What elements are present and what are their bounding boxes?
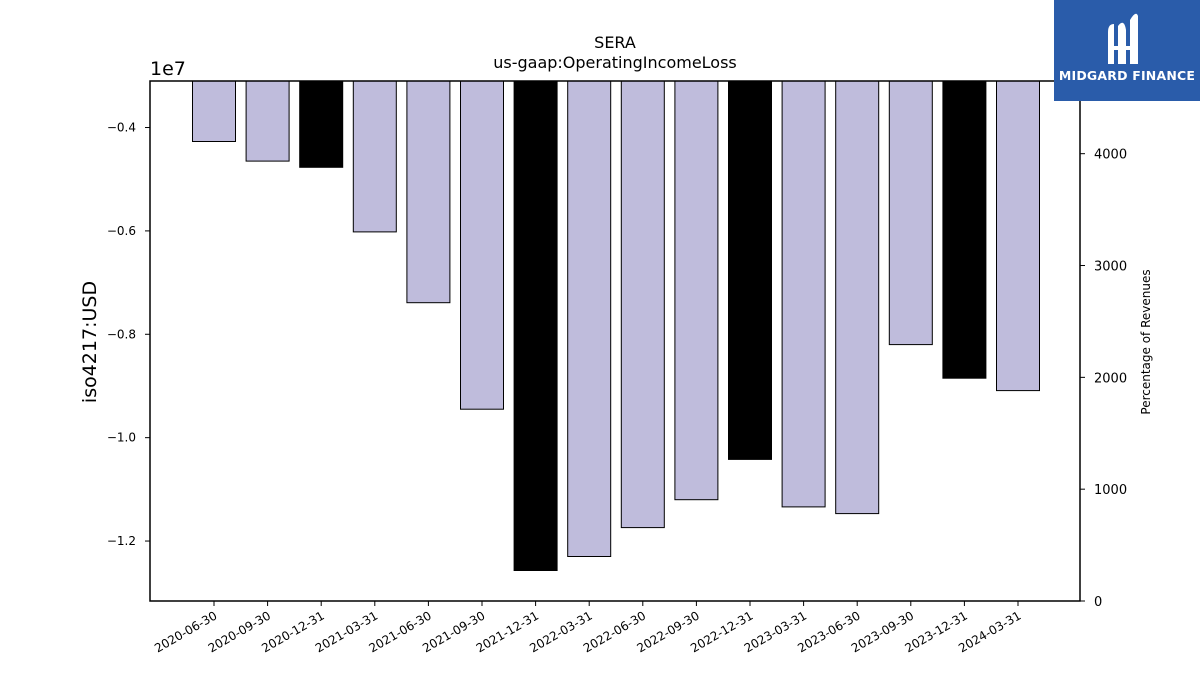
bar-2020-12-31	[299, 80, 344, 168]
y2-tick-label: 3000	[1094, 260, 1127, 275]
bar-2023-09-30	[888, 80, 933, 346]
y2-tick-label: 0	[1094, 595, 1102, 610]
plot-frame	[149, 80, 1081, 602]
bar-2021-12-31	[513, 80, 558, 571]
bar-2022-03-31	[567, 80, 612, 557]
bar-2020-09-30	[245, 80, 290, 162]
bar-2020-06-30	[192, 80, 236, 142]
y-tick-label: −0.4	[107, 121, 136, 135]
bar-2023-06-30	[835, 80, 880, 515]
y2-tick-label: 4000	[1094, 148, 1127, 163]
y2-tick-label: 1000	[1094, 483, 1127, 498]
bar-2022-12-31	[728, 80, 772, 460]
y2-tick-label: 2000	[1094, 371, 1127, 386]
midgard-logo-icon	[1108, 13, 1138, 64]
brand-logo: MIDGARD FINANCE	[1054, 0, 1200, 101]
x-ticks-group: 2020-06-302020-09-302020-12-312021-03-31…	[152, 601, 1024, 655]
y-tick-label: −0.8	[107, 327, 136, 341]
bar-2024-03-31	[996, 80, 1040, 392]
bar-2023-03-31	[781, 80, 826, 508]
chart-subtitle: us-gaap:OperatingIncomeLoss	[493, 53, 737, 72]
y-tick-label: −0.6	[107, 224, 136, 238]
bar-2023-12-31	[942, 80, 987, 379]
y-ticks-group: −0.4 −0.6 −0.8 −1.0 −1.2	[107, 121, 150, 548]
bar-2021-09-30	[460, 80, 504, 410]
bar-2022-06-30	[620, 80, 665, 529]
y-tick-label: −1.2	[107, 534, 136, 548]
chart-title: SERA	[594, 33, 636, 52]
bar-2021-06-30	[406, 80, 451, 304]
y-axis-label: iso4217:USD	[79, 281, 101, 403]
y2-axis-label: Percentage of Revenues	[1139, 269, 1153, 414]
y-tick-label: −1.0	[107, 431, 136, 445]
bars-group	[192, 80, 1040, 571]
y-multiplier-label: 1e7	[150, 58, 186, 80]
y2-ticks-group: 0 1000 2000 3000 4000	[1080, 148, 1127, 610]
bar-2022-09-30	[674, 80, 719, 501]
brand-logo-text: MIDGARD FINANCE	[1058, 68, 1196, 83]
bar-2021-03-31	[352, 80, 397, 233]
